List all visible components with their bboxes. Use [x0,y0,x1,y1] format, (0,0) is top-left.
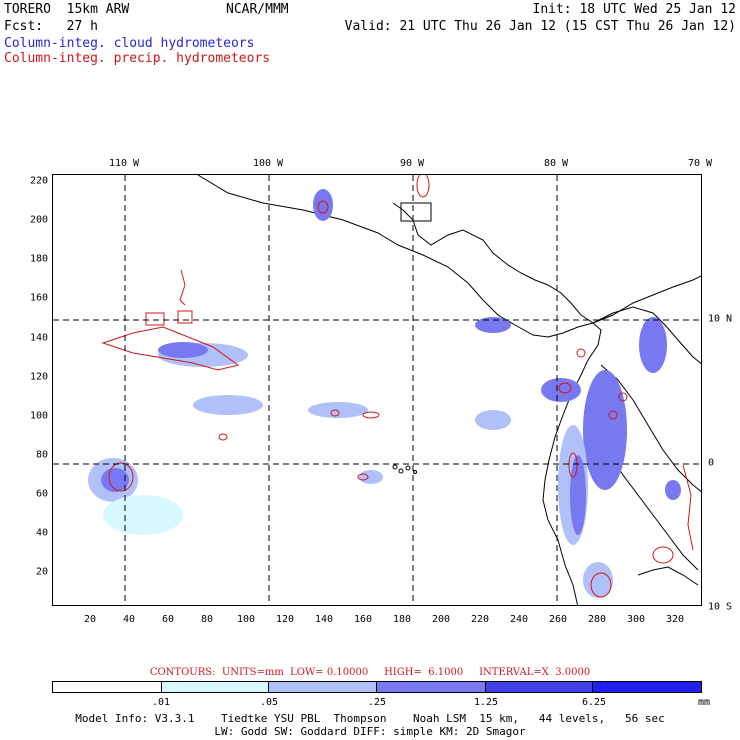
map-panel [52,174,702,606]
precip-contour-strand [179,269,186,306]
org-label: NCAR/MMM [226,2,289,17]
y-tick-100: 100 [29,410,48,422]
colorbar [52,681,702,693]
x-tick-120: 120 [275,614,295,625]
colorbar-seg-3 [377,682,486,692]
lat-label-0: 0 [708,457,715,469]
x-tick-60: 60 [161,614,175,625]
x-tick-180: 180 [392,614,412,625]
colorbar-label-005: .05 [259,697,279,708]
lon-label-70w: 70 W [687,158,713,169]
lon-label-110w: 110 W [108,158,140,169]
central-america-north-coast [392,202,594,324]
graticule [53,175,701,605]
y-tick-60: 60 [35,488,48,500]
y-tick-220: 220 [29,175,48,187]
lat-label-10n: 10 N [708,313,733,325]
cloud-fields [88,189,681,598]
x-tick-40: 40 [122,614,136,625]
x-tick-160: 160 [353,614,373,625]
andes-border [600,364,701,493]
y-tick-180: 180 [29,253,48,265]
colorbar-units: mm [698,697,711,708]
precip-contour-andes [682,464,694,551]
model-info-line-2: LW: Godd SW: Goddard DIFF: simple KM: 2D… [214,725,526,738]
coastlines [197,175,701,605]
colorbar-seg-0 [53,682,162,692]
y-tick-120: 120 [29,371,48,383]
precip-contour-box-2 [177,310,193,324]
x-tick-100: 100 [236,614,256,625]
colorbar-label-625: 6.25 [581,697,607,708]
colombia-coast [592,306,701,365]
precip-contour-main [101,326,240,371]
precip-contours [101,175,694,598]
model-title: TORERO 15km ARW [4,2,130,17]
central-america-coast [197,175,701,338]
lat-label-10s: 10 S [708,601,733,613]
y-tick-80: 80 [35,449,48,461]
colorbar-seg-5 [593,682,702,692]
x-tick-240: 240 [509,614,529,625]
lon-label-90w: 90 W [399,158,425,169]
colorbar-label-001: .01 [151,697,171,708]
x-tick-320: 320 [665,614,685,625]
colorbar-seg-4 [485,682,594,692]
forecast-hour: Fcst: 27 h [4,19,98,34]
x-tick-200: 200 [431,614,451,625]
bolivia-border [637,566,699,586]
galapagos-islands [392,464,417,474]
south-america-west-coast [542,322,602,605]
precip-contour-box-1 [145,312,165,326]
border-box-yucatan [400,202,432,222]
forecast-map [53,175,701,605]
y-tick-140: 140 [29,332,48,344]
x-tick-280: 280 [587,614,607,625]
y-tick-160: 160 [29,292,48,304]
x-tick-260: 260 [548,614,568,625]
model-info-line-1: Model Info: V3.3.1 Tiedtke YSU PBL Thomp… [75,712,665,725]
y-tick-40: 40 [35,527,48,539]
init-time: Init: 18 UTC Wed 25 Jan 12 [532,2,737,17]
field-precip-label: Column-integ. precip. hydrometeors [4,51,271,66]
colorbar-seg-2 [269,682,378,692]
x-tick-80: 80 [200,614,214,625]
valid-time: Valid: 21 UTC Thu 26 Jan 12 (15 CST Thu … [344,19,736,34]
x-tick-20: 20 [83,614,97,625]
x-tick-140: 140 [314,614,334,625]
field-cloud-label: Column-integ. cloud hydrometeors [4,36,255,51]
contour-info: CONTOURS: UNITS=mm LOW= 0.10000 HIGH= 6.… [149,667,591,678]
x-tick-220: 220 [470,614,490,625]
colorbar-seg-1 [161,682,270,692]
colorbar-label-025: .25 [367,697,387,708]
lon-label-100w: 100 W [252,158,284,169]
colorbar-label-125: 1.25 [473,697,499,708]
lon-label-80w: 80 W [543,158,569,169]
y-tick-200: 200 [29,214,48,226]
y-tick-20: 20 [35,566,48,578]
x-tick-300: 300 [626,614,646,625]
